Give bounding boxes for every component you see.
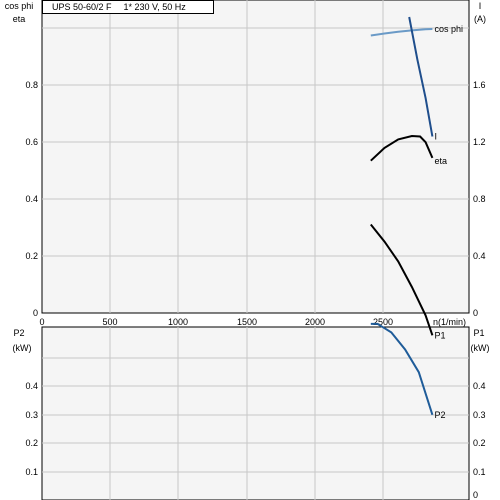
x-axis-label: n(1/min) (433, 317, 466, 327)
right-tick-bottom-1: 0.3 (473, 410, 486, 420)
x-tick-0: 0 (39, 317, 44, 327)
right-tick-bottom-4: 0 (473, 490, 478, 500)
x-tick-1: 500 (102, 317, 117, 327)
left-tick-top-4: 0 (33, 308, 38, 318)
right-tick-top-4: 0 (473, 308, 478, 318)
right-axis-title-unit: (A) (474, 14, 486, 24)
right-tick-bottom-2: 0.2 (473, 438, 486, 448)
label-cos-phi: cos phi (434, 24, 463, 34)
left-tick-bottom-3: 0.1 (25, 467, 38, 477)
curve-cos-phi (370, 28, 433, 37)
pump-model-label: UPS 50-60/2 F (52, 2, 112, 12)
curve-eta (370, 134, 434, 162)
x-tick-5: 2500 (373, 317, 393, 327)
left-axis-title-p2-unit: (kW) (13, 343, 32, 353)
x-tick-3: 1500 (237, 317, 257, 327)
x-tick-4: 2000 (305, 317, 325, 327)
left-tick-bottom-1: 0.3 (25, 410, 38, 420)
left-tick-bottom-2: 0.2 (25, 438, 38, 448)
right-axis-title-p1-unit: (kW) (471, 343, 490, 353)
x-tick-2: 1000 (168, 317, 188, 327)
curve-p2 (370, 322, 434, 416)
curve-i (408, 16, 434, 137)
curve-p1 (370, 223, 434, 336)
label-eta: eta (434, 156, 447, 166)
right-tick-top-3: 0.4 (473, 251, 486, 261)
right-axis-title-p1: P1 (473, 328, 484, 338)
left-tick-bottom-0: 0.4 (25, 381, 38, 391)
bottom-plot-area (41, 326, 470, 500)
right-tick-bottom-3: 0.1 (473, 467, 486, 477)
left-tick-top-2: 0.4 (25, 194, 38, 204)
supply-label: 1* 230 V, 50 Hz (123, 2, 186, 12)
label-p2: P2 (434, 410, 445, 420)
right-tick-top-2: 0.8 (473, 194, 486, 204)
label-p1: P1 (434, 330, 445, 340)
left-tick-top-3: 0.2 (25, 251, 38, 261)
right-axis-title-i: I (479, 1, 482, 11)
right-tick-top-1: 1.2 (473, 137, 486, 147)
label-i: I (434, 132, 437, 142)
chart-header: UPS 50-60/2 F 1* 230 V, 50 Hz (42, 0, 214, 14)
left-axis-title-cosphi: cos phi (5, 1, 34, 11)
left-axis-title-eta: eta (13, 14, 26, 24)
right-tick-top-0: 1.6 (473, 80, 486, 90)
right-tick-bottom-0: 0.4 (473, 381, 486, 391)
left-tick-top-0: 0.8 (25, 80, 38, 90)
left-axis-title-p2: P2 (13, 328, 24, 338)
left-tick-top-1: 0.6 (25, 137, 38, 147)
top-plot-area (41, 0, 470, 314)
